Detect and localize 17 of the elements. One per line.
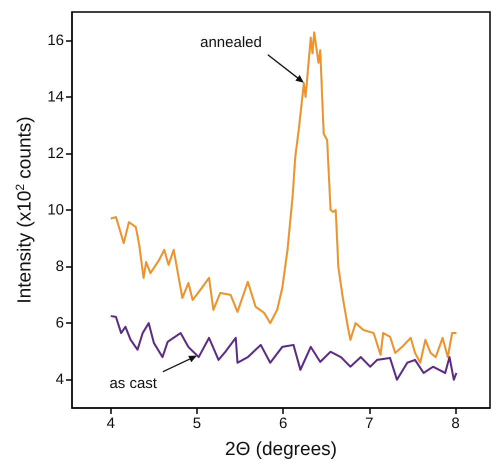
x-tick-label: 7 <box>365 415 374 432</box>
x-tick-label: 5 <box>192 415 202 432</box>
line-series <box>110 31 458 364</box>
y-tick-label: 14 <box>47 88 64 106</box>
y-axis-title: Intensity (x102 counts) <box>13 116 36 304</box>
y-tick-label: 12 <box>47 144 64 162</box>
y-tick-label: 8 <box>56 258 64 276</box>
annotation: as cast <box>109 375 158 392</box>
annotation: annealed <box>200 34 262 52</box>
x-tick-label: 8 <box>451 415 460 432</box>
y-tick-label: 10 <box>47 202 64 218</box>
x-tick-label: 4 <box>106 415 115 432</box>
y-tick-label: 4 <box>56 371 64 388</box>
y-tick-label: 16 <box>47 32 64 49</box>
x-axis-title: 2Θ (degrees) <box>225 439 337 460</box>
x-tick-label: 6 <box>278 415 288 432</box>
y-tick-label: 6 <box>56 314 64 332</box>
